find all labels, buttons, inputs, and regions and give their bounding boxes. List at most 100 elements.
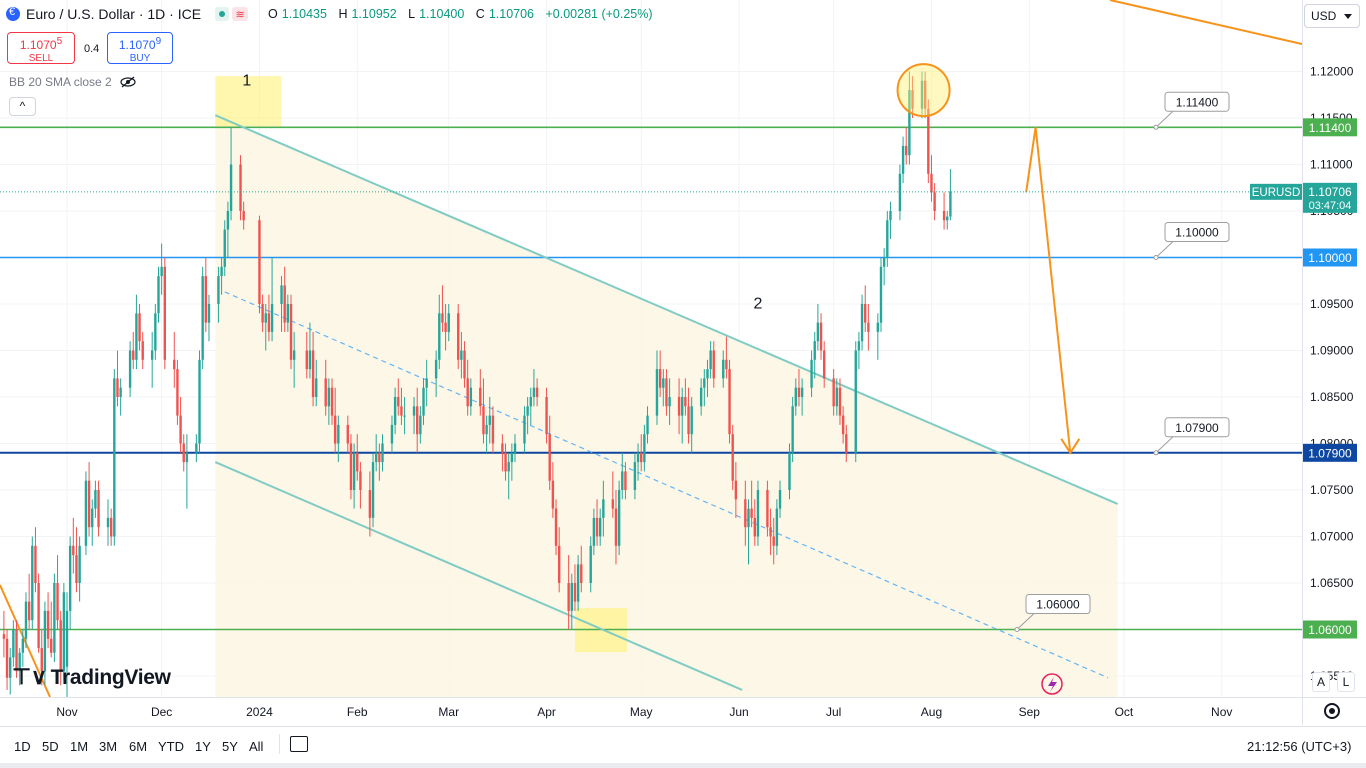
candle-body bbox=[368, 490, 372, 518]
candle-body bbox=[416, 406, 419, 435]
candle-body bbox=[305, 350, 308, 370]
candle-body bbox=[217, 276, 220, 304]
candle-body bbox=[734, 480, 738, 500]
candle-body bbox=[72, 545, 75, 556]
candle-body bbox=[15, 629, 18, 672]
candle-body bbox=[797, 387, 801, 397]
callout-box bbox=[1025, 594, 1091, 614]
top-highlight-circle[interactable] bbox=[896, 63, 951, 118]
upper-orange-trendline[interactable] bbox=[1109, 0, 1302, 45]
range-5d-button[interactable]: 5D bbox=[42, 739, 59, 754]
market-status[interactable]: ≋ bbox=[215, 7, 249, 21]
candle-body bbox=[264, 313, 267, 323]
candle-body bbox=[425, 378, 428, 388]
lightning-icon[interactable] bbox=[1041, 673, 1063, 695]
candle-body bbox=[769, 527, 772, 537]
candle-body bbox=[173, 359, 176, 370]
price-tick-label: 1.09000 bbox=[1310, 344, 1354, 358]
gear-icon[interactable] bbox=[1324, 703, 1340, 719]
candle-body bbox=[308, 350, 312, 370]
candle-body bbox=[523, 415, 526, 444]
level-price-tag bbox=[1303, 620, 1357, 639]
candle-body bbox=[857, 341, 861, 351]
candle-body bbox=[681, 397, 684, 416]
forecast-arrow[interactable] bbox=[1025, 127, 1072, 453]
callout-connector bbox=[1155, 241, 1174, 258]
symbol-tag-text: EURUSD bbox=[1252, 187, 1301, 199]
candle-body bbox=[18, 652, 21, 672]
candle-body bbox=[419, 415, 422, 435]
candle-body bbox=[195, 443, 198, 453]
candle-body bbox=[867, 322, 870, 332]
currency-select[interactable]: USD bbox=[1304, 4, 1360, 28]
log-scale-button[interactable]: L bbox=[1337, 672, 1355, 692]
candle-body bbox=[949, 191, 952, 217]
price-tick-label: 1.09500 bbox=[1310, 297, 1354, 311]
last-price-tag bbox=[1303, 182, 1357, 213]
calendar-icon[interactable] bbox=[290, 736, 308, 752]
candle-body bbox=[532, 387, 536, 397]
callout-connector bbox=[1155, 110, 1174, 128]
callout-anchor bbox=[1153, 255, 1159, 260]
candle-body bbox=[580, 564, 583, 583]
market-open-icon[interactable] bbox=[215, 7, 230, 21]
candle-body bbox=[444, 322, 447, 332]
candle-body bbox=[163, 266, 167, 360]
callout-box bbox=[1164, 222, 1230, 242]
candle-body bbox=[116, 378, 119, 397]
candle-body bbox=[132, 350, 135, 360]
candle-body bbox=[722, 359, 725, 379]
euro-symbol-icon bbox=[6, 6, 20, 21]
candle-body bbox=[709, 350, 712, 370]
tradingview-logo[interactable]: ⊤∨ TradingView bbox=[12, 664, 171, 689]
candle-body bbox=[526, 406, 529, 416]
range-all-button[interactable]: All bbox=[249, 739, 264, 754]
range-6m-button[interactable]: 6M bbox=[129, 739, 148, 754]
candle-body bbox=[690, 406, 693, 435]
auto-scale-button[interactable]: A bbox=[1312, 672, 1330, 692]
candle-body bbox=[109, 517, 113, 537]
time-axis-border bbox=[0, 697, 1366, 698]
collapse-legend-button[interactable]: ^ bbox=[9, 97, 36, 116]
range-1m-button[interactable]: 1M bbox=[70, 739, 89, 754]
indicator-legend[interactable]: BB 20 SMA close 2 bbox=[9, 75, 136, 89]
toolbar-divider bbox=[279, 734, 280, 754]
sell-button[interactable]: 1.10705 SELL bbox=[7, 32, 75, 64]
candle-body bbox=[860, 304, 864, 342]
symbol-title[interactable]: Euro / U.S. Dollar · 1D · ICE bbox=[26, 6, 202, 22]
range-ytd-button[interactable]: YTD bbox=[158, 739, 184, 754]
range-1y-button[interactable]: 1Y bbox=[195, 739, 211, 754]
candle-body bbox=[229, 164, 233, 211]
annotations: 12 bbox=[242, 72, 762, 312]
wave-icon[interactable]: ≋ bbox=[232, 7, 249, 21]
candle-body bbox=[662, 378, 665, 388]
channel-lower-line[interactable] bbox=[214, 461, 743, 691]
candle-body bbox=[87, 480, 91, 528]
candle-body bbox=[482, 406, 485, 435]
buy-button[interactable]: 1.10709 BUY bbox=[107, 32, 173, 64]
countdown-text: 03:47:04 bbox=[1309, 200, 1352, 212]
candle-body bbox=[655, 369, 659, 416]
candle-body bbox=[646, 415, 649, 435]
candle-body bbox=[226, 211, 230, 230]
candle-body bbox=[397, 397, 400, 407]
annotation-label: 2 bbox=[753, 296, 762, 313]
candle-body bbox=[422, 387, 425, 416]
candle-body bbox=[447, 313, 450, 332]
candle-body bbox=[819, 322, 823, 351]
candle-body bbox=[135, 313, 138, 360]
range-3m-button[interactable]: 3M bbox=[99, 739, 118, 754]
time-axis[interactable]: Nov Dec 2024 Feb Mar Apr May Jun Jul Aug Sep Oct Nov bbox=[56, 705, 1232, 719]
candle-body bbox=[97, 490, 100, 528]
candle-body bbox=[292, 350, 296, 360]
candle-body bbox=[501, 443, 504, 453]
range-1d-button[interactable]: 1D bbox=[14, 739, 31, 754]
hidden-eye-icon[interactable] bbox=[120, 76, 136, 88]
candle-body bbox=[381, 443, 384, 463]
price-axis[interactable]: 1.120001.115001.110001.105001.100001.095… bbox=[1310, 65, 1354, 684]
channel-mid-dashed-line[interactable] bbox=[224, 291, 1109, 679]
channel-upper-line[interactable] bbox=[214, 114, 1119, 505]
range-5y-button[interactable]: 5Y bbox=[222, 739, 238, 754]
candle-body bbox=[469, 387, 473, 407]
